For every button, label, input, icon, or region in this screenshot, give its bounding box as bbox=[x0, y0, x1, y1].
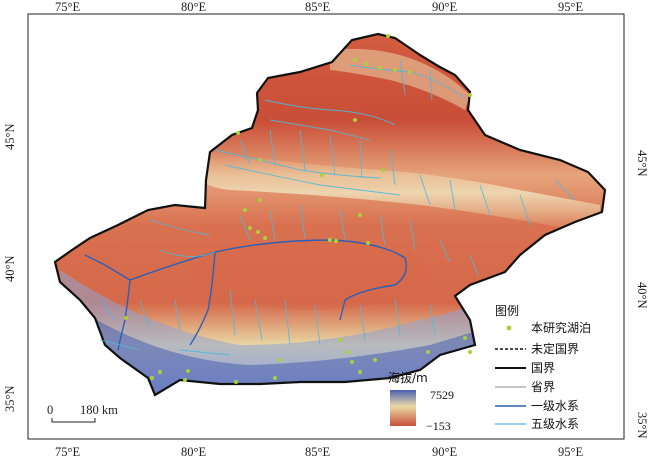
lon-label-bottom: 75°E bbox=[55, 445, 80, 459]
legend-item-national-border: 国界 bbox=[531, 361, 555, 375]
lat-label-left: 40°N bbox=[3, 255, 17, 282]
legend-item-province-border: 省界 bbox=[531, 380, 555, 394]
study-lakes bbox=[124, 34, 472, 384]
province-boundary bbox=[53, 32, 607, 397]
lon-label-top: 75°E bbox=[55, 0, 80, 14]
scale-bar: 0 180 km bbox=[47, 403, 118, 423]
legend-item-undetermined-border: 未定国界 bbox=[531, 341, 579, 356]
lon-label-top: 90°E bbox=[432, 0, 457, 14]
fifth-order-streams bbox=[99, 59, 576, 356]
elevation-title: 海拔/m bbox=[388, 370, 428, 385]
lat-label-right: 35°N bbox=[635, 412, 649, 439]
lon-label-bottom: 95°E bbox=[558, 445, 583, 459]
longitude-labels-bottom: 75°E 80°E 85°E 90°E 95°E bbox=[55, 445, 583, 459]
lake-point-symbol bbox=[506, 325, 512, 331]
legend-item-lakes: 本研究湖泊 bbox=[531, 320, 591, 335]
lon-label-bottom: 85°E bbox=[305, 445, 330, 459]
elevation-colorbar bbox=[390, 390, 416, 426]
legend-item-primary-river: 一级水系 bbox=[531, 399, 579, 413]
lon-label-bottom: 80°E bbox=[181, 445, 206, 459]
lon-label-top: 95°E bbox=[558, 0, 583, 14]
elevation-max-label: 7529 bbox=[430, 388, 454, 402]
elevation-legend: 海拔/m 7529 −153 bbox=[388, 370, 454, 433]
lat-label-right: 45°N bbox=[635, 150, 649, 177]
legend-title: 图例 bbox=[495, 304, 519, 318]
lon-label-top: 85°E bbox=[305, 0, 330, 14]
elevation-min-label: −153 bbox=[426, 419, 451, 433]
lat-label-left: 35°N bbox=[3, 385, 17, 412]
latitude-labels-right: 45°N 40°N 35°N bbox=[635, 150, 649, 439]
lat-label-right: 40°N bbox=[635, 282, 649, 309]
legend-item-fifth-river: 五级水系 bbox=[531, 417, 579, 431]
scale-bar-distance: 180 km bbox=[80, 403, 118, 417]
longitude-labels-top: 75°E 80°E 85°E 90°E 95°E bbox=[55, 0, 583, 14]
lat-label-left: 45°N bbox=[3, 123, 17, 150]
lon-label-top: 80°E bbox=[181, 0, 206, 14]
lon-label-bottom: 90°E bbox=[432, 445, 457, 459]
latitude-labels-left: 45°N 40°N 35°N bbox=[3, 123, 17, 412]
scale-bar-zero: 0 bbox=[47, 403, 53, 417]
map-legend: 图例 本研究湖泊 未定国界 国界 省界 一级水系 五级水系 bbox=[495, 304, 591, 431]
